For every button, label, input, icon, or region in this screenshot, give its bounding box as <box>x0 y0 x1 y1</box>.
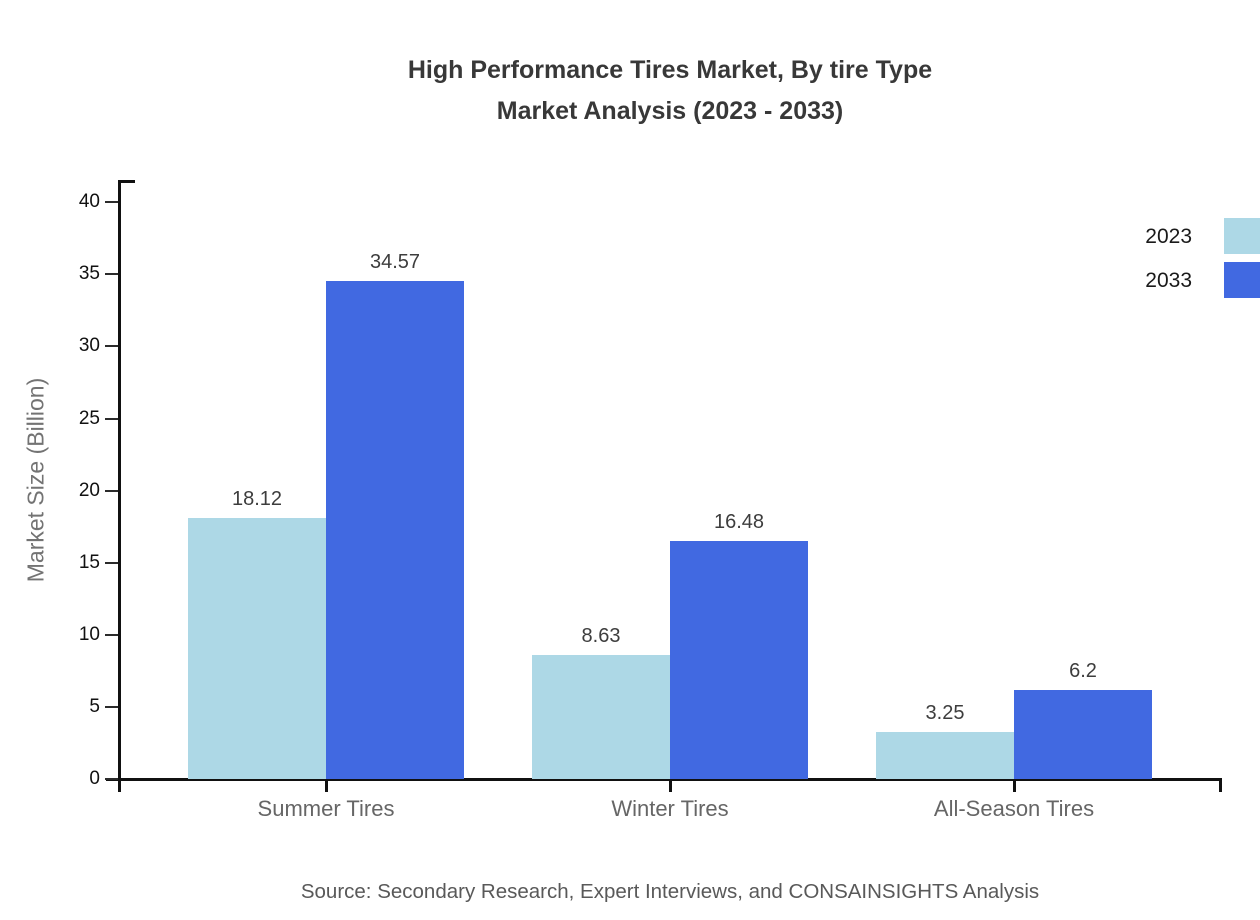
y-tick-label-40: 40 <box>78 191 100 213</box>
bar-value-label-2033-winter-tires: 16.48 <box>713 511 765 534</box>
y-tick-label-25: 25 <box>78 407 100 429</box>
y-tick-40 <box>105 201 118 204</box>
y-axis-top-cap <box>118 180 135 183</box>
y-tick-label-20: 20 <box>78 479 100 501</box>
x-axis-spine <box>106 778 1222 781</box>
x-tick-all-season-tires <box>1012 780 1016 792</box>
x-category-label-all-season-tires: All-Season Tires <box>933 796 1095 821</box>
y-tick-10 <box>105 633 118 636</box>
chart-title: High Performance Tires Market, By tire T… <box>408 50 932 132</box>
legend-swatch-2023 <box>1224 218 1260 254</box>
bar-2023-all-season-tires <box>876 732 1014 779</box>
legend-label-2033: 2033 <box>1145 269 1192 292</box>
y-axis-spine <box>118 180 121 792</box>
y-tick-0 <box>105 778 118 780</box>
bar-value-label-2033-all-season-tires: 6.2 <box>1069 659 1097 682</box>
source-note: Source: Secondary Research, Expert Inter… <box>300 880 1040 903</box>
y-tick-35 <box>105 273 118 276</box>
x-axis-right-cap <box>1219 778 1222 792</box>
y-tick-label-5: 5 <box>89 695 100 717</box>
bar-2033-winter-tires <box>670 541 808 779</box>
chart-title-line1: High Performance Tires Market, By tire T… <box>407 56 933 84</box>
bar-value-label-2033-summer-tires: 34.57 <box>369 250 421 273</box>
y-tick-label-35: 35 <box>78 263 100 285</box>
legend-label-2023: 2023 <box>1145 225 1192 248</box>
y-tick-20 <box>105 489 118 492</box>
bar-2023-summer-tires <box>188 517 326 779</box>
bar-value-label-2023-all-season-tires: 3.25 <box>925 702 965 725</box>
legend-swatch-2033 <box>1224 262 1260 298</box>
bar-2033-all-season-tires <box>1014 689 1152 779</box>
x-tick-summer-tires <box>324 780 328 792</box>
y-tick-label-10: 10 <box>78 623 100 645</box>
bar-2023-winter-tires <box>532 654 670 779</box>
y-tick-15 <box>105 561 118 564</box>
bar-value-label-2023-winter-tires: 8.63 <box>581 624 621 647</box>
y-tick-label-0: 0 <box>89 768 100 789</box>
y-tick-label-15: 15 <box>78 551 100 573</box>
bar-2033-summer-tires <box>326 280 464 779</box>
y-tick-30 <box>105 345 118 348</box>
y-tick-5 <box>105 705 118 708</box>
y-tick-label-30: 30 <box>78 335 100 357</box>
y-tick-25 <box>105 417 118 420</box>
x-tick-winter-tires <box>668 780 672 792</box>
chart-title-line2: Market Analysis (2023 - 2033) <box>496 97 844 125</box>
x-category-label-summer-tires: Summer Tires <box>257 796 395 821</box>
x-category-label-winter-tires: Winter Tires <box>611 796 729 821</box>
bar-value-label-2023-summer-tires: 18.12 <box>231 487 283 510</box>
